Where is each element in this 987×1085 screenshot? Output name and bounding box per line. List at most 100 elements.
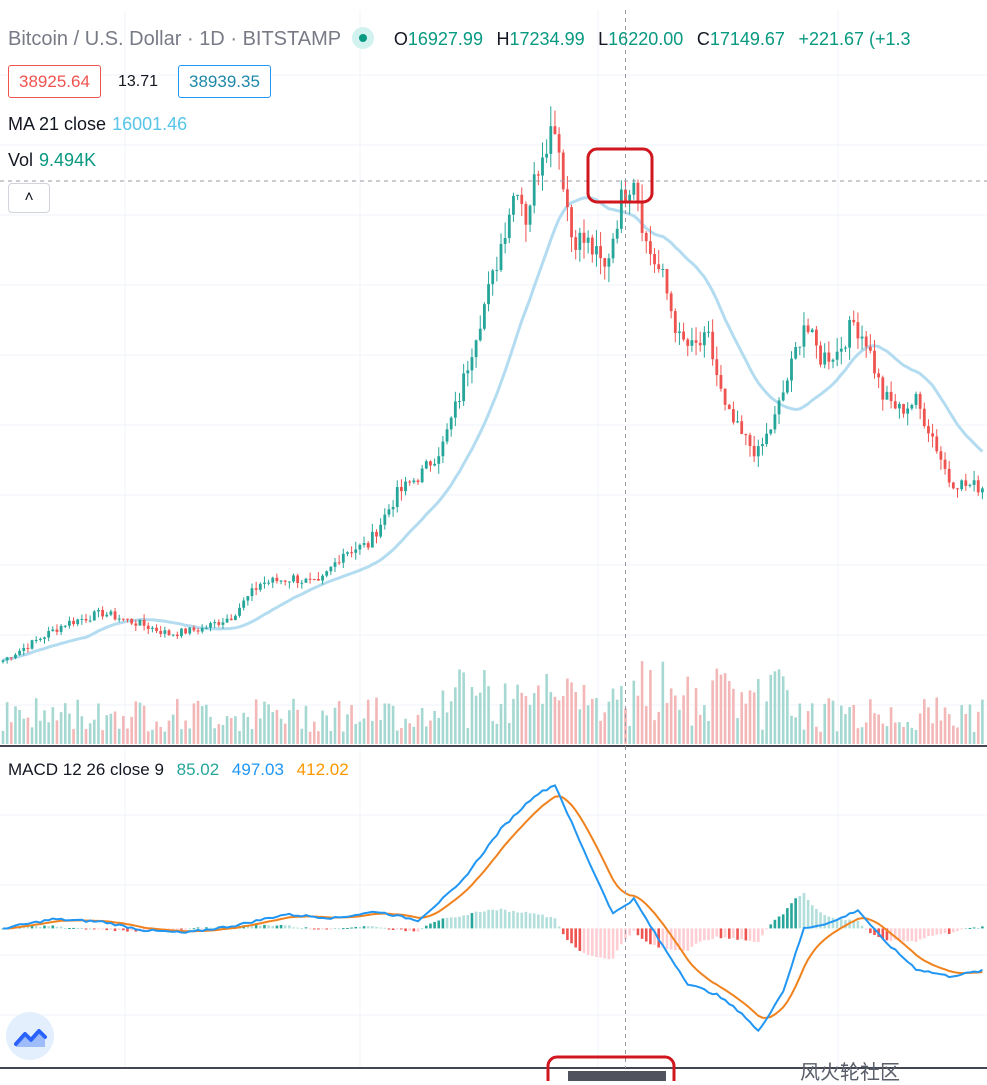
candle-body: [902, 404, 905, 414]
volume-bar: [358, 721, 362, 744]
interval[interactable]: 1D: [199, 28, 225, 50]
volume-bar: [927, 707, 930, 744]
candle-body: [59, 625, 63, 632]
open-value: 16927.99: [407, 29, 483, 49]
tradingview-logo-icon[interactable]: [6, 1012, 54, 1060]
candle-body: [669, 293, 673, 312]
volume-bar: [59, 712, 63, 744]
candle-body: [815, 329, 818, 346]
candle-body: [781, 392, 785, 401]
candlesticks: [1, 106, 984, 664]
volume-bar: [827, 698, 831, 744]
macd-hist-bar: [105, 928, 109, 931]
volume-bar: [279, 718, 283, 744]
candle-body: [524, 203, 528, 225]
volume-bar: [437, 717, 441, 744]
candle-body: [221, 622, 225, 625]
macd-legend[interactable]: MACD 12 26 close 9 85.02 497.03 412.02: [8, 760, 349, 780]
candle-body: [864, 336, 868, 347]
volume-bar: [425, 726, 428, 744]
macd-hist-bar: [512, 910, 515, 929]
volume-bar: [898, 722, 901, 744]
volume-bar: [508, 722, 511, 744]
volume-bar: [769, 674, 773, 744]
macd-hist-bar: [773, 919, 777, 929]
candle-body: [673, 311, 677, 334]
volume-bar: [375, 697, 378, 744]
candle-body: [275, 577, 279, 582]
macd-hist-bar: [466, 915, 470, 929]
separator: ·: [186, 28, 194, 50]
candle-body: [404, 481, 407, 492]
volume-bar: [408, 723, 411, 744]
macd-hist-bar: [254, 924, 258, 929]
chevron-up-icon: ˄: [24, 189, 34, 206]
chart-header: Bitcoin / U.S. Dollar · 1D · BITSTAMP O1…: [8, 26, 919, 51]
macd-hist-bar: [644, 928, 648, 942]
macd-hist-bar: [566, 928, 569, 940]
market-status-icon[interactable]: [352, 26, 375, 49]
candle-body: [922, 408, 926, 427]
macd-hist-bar: [893, 928, 897, 940]
collapse-legend-button[interactable]: ˄: [8, 183, 50, 213]
macd-hist-bar: [337, 928, 341, 930]
candle-body: [263, 582, 266, 584]
volume-bar: [10, 722, 13, 744]
macd-hist-bar: [213, 927, 216, 929]
candle-body: [34, 639, 38, 641]
macd-hist-bar: [611, 928, 615, 959]
candle-body: [383, 514, 387, 525]
volume-bar: [34, 698, 38, 744]
candle-body: [130, 618, 134, 624]
volume-bar: [167, 720, 171, 744]
volume-legend[interactable]: Vol 9.494K: [8, 150, 96, 171]
macd-hist-bar: [458, 916, 461, 929]
candle-body: [972, 480, 976, 485]
symbol-name[interactable]: Bitcoin / U.S. Dollar: [8, 28, 182, 50]
candle-body: [346, 552, 349, 554]
candle-body: [341, 553, 345, 563]
macd-hist-bar: [545, 917, 548, 929]
macd-hist-bar: [678, 928, 681, 950]
candle-body: [694, 340, 698, 343]
volume-bar: [757, 678, 760, 744]
buy-price-button[interactable]: 38939.35: [178, 65, 271, 98]
macd-hist-bar: [802, 892, 806, 929]
candle-body: [97, 609, 100, 612]
candle-body: [354, 549, 358, 553]
candle-body: [777, 400, 781, 415]
volume-bar: [690, 725, 694, 744]
macd-hist-bar: [620, 928, 623, 945]
macd-hist-bar: [574, 928, 577, 948]
volume-bar: [312, 721, 316, 744]
volume-bar: [823, 703, 826, 744]
ma-legend[interactable]: MA 21 close 16001.46: [8, 114, 187, 135]
volume-bar: [288, 710, 291, 744]
candle-body: [632, 182, 636, 195]
candle-body: [474, 340, 478, 358]
candle-body: [151, 627, 154, 629]
macd-hist-bar: [180, 928, 183, 930]
macd-hist-bar: [582, 928, 586, 953]
candle-body: [611, 238, 615, 259]
macd-hist-bar: [416, 928, 420, 932]
macd-hist-bar: [391, 928, 395, 930]
sell-price-button[interactable]: 38925.64: [8, 65, 101, 98]
volume-bar: [918, 713, 922, 744]
volume-bar: [802, 729, 806, 744]
volume-bar: [860, 727, 864, 744]
macd-hist-bar: [321, 928, 324, 930]
volume-bar: [611, 688, 615, 744]
candle-body: [317, 579, 320, 581]
macd-hist-bar: [508, 911, 511, 929]
macd-hist-bar: [956, 928, 959, 932]
volume-bar: [18, 710, 21, 744]
candle-body: [806, 325, 810, 332]
volume-bar: [325, 715, 328, 744]
volume-bar: [387, 703, 391, 744]
candle-body: [155, 627, 158, 632]
candle-body: [561, 152, 565, 190]
volume-bar: [350, 705, 353, 744]
volume-bar: [819, 731, 822, 744]
